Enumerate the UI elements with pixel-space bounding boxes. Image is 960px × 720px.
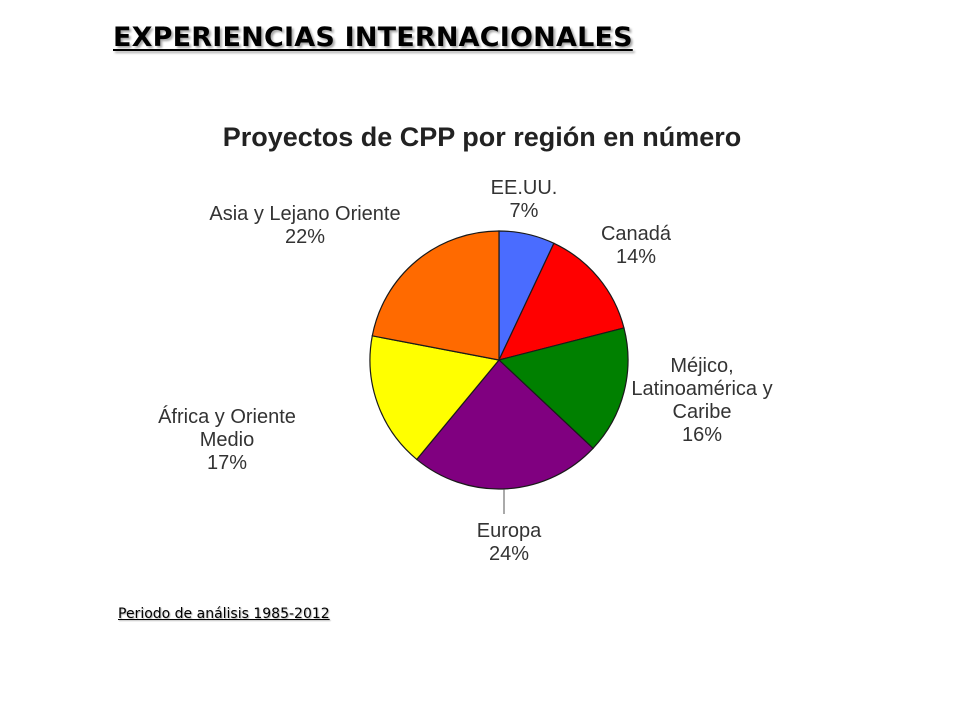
pie-slice-4	[415, 359, 594, 490]
slice-percent-label: 17%	[207, 452, 247, 474]
slice-name-label: Méjico,	[670, 355, 733, 377]
slice-name-label: Asia y Lejano Oriente	[209, 203, 400, 225]
slice-name-label: EE.UU.	[491, 177, 558, 199]
slice-percent-label: 14%	[616, 246, 656, 268]
slice-name-label: Canadá	[601, 223, 672, 245]
slice-name-label: Medio	[200, 429, 254, 451]
pie-slice-3	[497, 327, 629, 450]
chart-title: Proyectos de CPP por región en número	[223, 122, 742, 152]
slice-name-label: África y Oriente	[158, 405, 296, 428]
slice-name-label: Europa	[477, 520, 542, 542]
slice-percent-label: 22%	[285, 226, 325, 248]
pie-slices	[369, 230, 629, 490]
pie-slice-5	[369, 335, 501, 461]
analysis-period-note: Periodo de análisis 1985-2012	[118, 606, 330, 622]
slice-name-label: Latinoamérica y	[631, 378, 772, 400]
slice-name-label: Caribe	[673, 401, 732, 423]
pie-slice-2	[497, 242, 625, 361]
slice-percent-label: 16%	[682, 424, 722, 446]
slice-percent-label: 24%	[489, 543, 529, 565]
slice-percent-label: 7%	[510, 200, 539, 222]
pie-slice-6	[371, 230, 500, 361]
slide-title: EXPERIENCIAS INTERNACIONALES	[113, 22, 633, 53]
